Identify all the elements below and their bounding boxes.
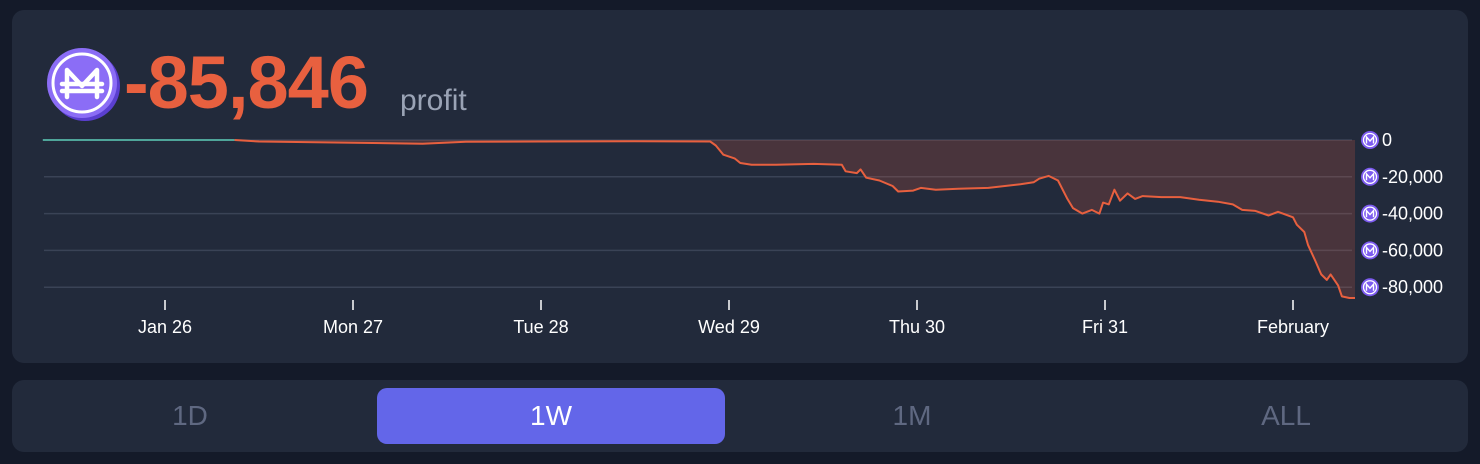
y-tick-coin-icon [1361,167,1379,186]
tab-1m[interactable]: 1M [892,400,932,431]
profit-value: -85,846 [124,41,369,124]
y-tick-coin-icon [1361,131,1379,149]
tab-all[interactable]: ALL [1261,400,1311,431]
y-tick-coin-icon [1361,204,1379,223]
x-tick-label: Jan 26 [138,317,192,337]
x-tick-label: Fri 31 [1082,317,1128,337]
y-tick-label: -80,000 [1382,277,1443,297]
coin-glyph [59,67,105,100]
x-tick-label: Mon 27 [323,317,383,337]
x-tick-label: Tue 28 [513,317,568,337]
y-tick-label: -40,000 [1382,204,1443,224]
x-tick-label: Wed 29 [698,317,760,337]
coin-rim [51,52,113,114]
tab-1d[interactable]: 1D [172,400,208,431]
x-tick-label: Thu 30 [889,317,945,337]
y-tick-coin-icon [1361,278,1379,297]
time-range-tabs: 1D 1W 1M ALL [12,380,1468,452]
x-tick-label: February [1257,317,1329,337]
mana-coin-icon [47,48,120,121]
tab-1w[interactable]: 1W [377,388,725,444]
y-tick-coin-icon [1361,241,1379,260]
profit-label: profit [400,84,467,117]
y-tick-label: -60,000 [1382,240,1443,260]
profit-chart[interactable]: 0 -20,000 -40,000 -60,000 -80,000 Jan 26 Mon 2… [12,10,1468,363]
profit-card: -85,846 profit 0 -20,000 -40,000 -60,000 -80… [12,10,1468,363]
profit-line-negative [234,139,1355,299]
y-tick-label: 0 [1382,130,1392,150]
y-tick-label: -20,000 [1382,167,1443,187]
profit-area-fill [42,140,1356,298]
